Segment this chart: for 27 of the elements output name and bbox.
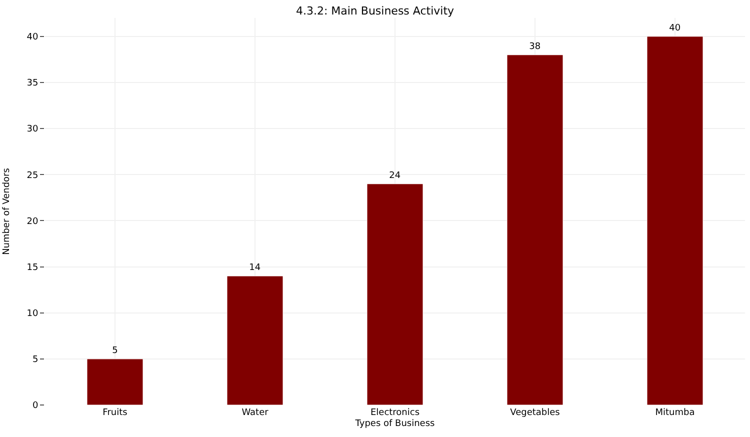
y-tick-label: 0 bbox=[32, 401, 38, 412]
y-tick-label: 25 bbox=[26, 170, 38, 181]
data-label: 40 bbox=[669, 23, 681, 34]
bar bbox=[506, 54, 564, 405]
data-label: 5 bbox=[112, 346, 118, 356]
bar bbox=[366, 184, 424, 405]
x-tick-label: Electronics bbox=[370, 408, 420, 418]
bar bbox=[226, 276, 284, 405]
x-tick-label: Mitumba bbox=[655, 408, 695, 418]
y-tick-label: 5 bbox=[32, 355, 38, 366]
bar bbox=[86, 358, 144, 405]
chart-title: 4.3.2: Main Business Activity bbox=[296, 4, 455, 18]
bar bbox=[646, 36, 704, 405]
x-tick-label: Water bbox=[242, 408, 269, 418]
y-tick-label: 30 bbox=[26, 124, 38, 135]
x-tick-label: Fruits bbox=[102, 408, 128, 418]
data-label: 38 bbox=[529, 42, 541, 52]
y-axis-title: Number of Vendors bbox=[2, 168, 12, 255]
y-tick-label: 10 bbox=[26, 309, 38, 320]
y-tick-label: 40 bbox=[26, 32, 38, 43]
y-tick-label: 15 bbox=[26, 262, 38, 273]
data-label: 14 bbox=[249, 263, 261, 273]
x-axis-title: Types of Business bbox=[354, 418, 436, 429]
x-tick-label: Vegetables bbox=[510, 408, 560, 418]
data-label: 24 bbox=[389, 170, 401, 181]
y-tick-label: 35 bbox=[26, 78, 38, 89]
y-tick-label: 20 bbox=[26, 216, 38, 227]
